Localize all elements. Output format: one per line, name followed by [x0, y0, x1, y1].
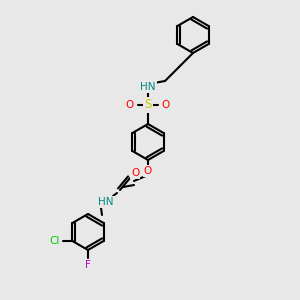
Text: Cl: Cl	[49, 236, 60, 246]
Text: HN: HN	[98, 197, 114, 207]
Text: HN: HN	[140, 82, 156, 92]
Text: S: S	[144, 98, 152, 112]
Text: O: O	[162, 100, 170, 110]
Text: F: F	[85, 260, 91, 270]
Text: O: O	[144, 166, 152, 176]
Text: O: O	[126, 100, 134, 110]
Text: O: O	[131, 168, 139, 178]
